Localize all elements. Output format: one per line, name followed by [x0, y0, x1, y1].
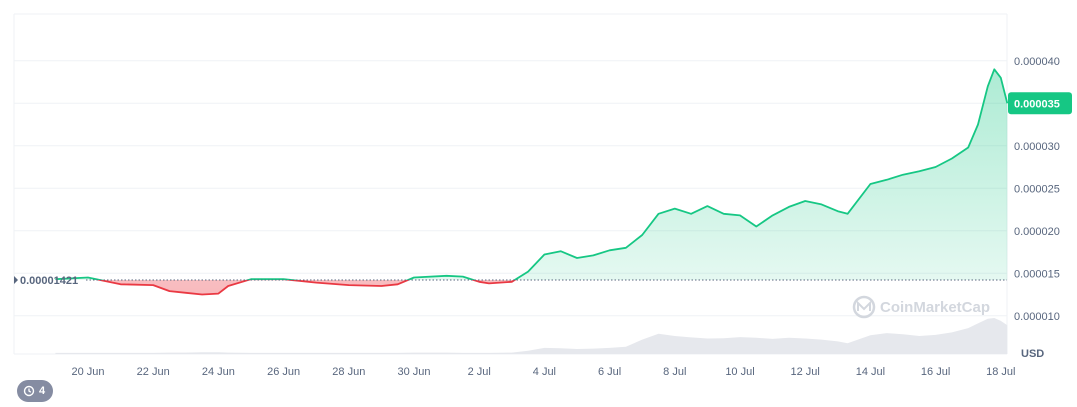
- x-tick-label: 18 Jul: [986, 366, 1015, 378]
- x-tick-label: 30 Jun: [397, 366, 430, 378]
- price-area-up: [55, 69, 1008, 280]
- volume-bars: [55, 318, 1008, 354]
- coinmarketcap-logo-icon: [852, 295, 876, 319]
- baseline-label: 0.00001421: [20, 275, 78, 287]
- x-tick-label: 28 Jun: [332, 366, 365, 378]
- history-count: 4: [39, 385, 46, 397]
- current-price-badge: [1008, 92, 1072, 115]
- coinmarketcap-logo-mark: [857, 300, 871, 311]
- current-price-tag: 0.000035: [1008, 92, 1072, 115]
- x-tick-label: 10 Jul: [725, 366, 754, 378]
- price-area: [55, 69, 1008, 295]
- baseline: 0.00001421: [14, 275, 1007, 287]
- history-icon: [23, 385, 35, 397]
- y-tick-label: 0.000025: [1014, 183, 1060, 195]
- y-tick-label: 0.000015: [1014, 268, 1060, 280]
- x-tick-label: 26 Jun: [267, 366, 300, 378]
- x-tick-label: 14 Jul: [856, 366, 885, 378]
- y-axis: 0.000040 0.000030 0.000025 0.000020 0.000015…: [1014, 56, 1060, 323]
- current-price-label: 0.000035: [1014, 98, 1060, 110]
- x-tick-label: 24 Jun: [202, 366, 235, 378]
- unit-label: USD: [1021, 348, 1044, 360]
- x-tick-label: 22 Jun: [137, 366, 170, 378]
- coinmarketcap-watermark: CoinMarketCap: [852, 295, 990, 319]
- watermark-text: CoinMarketCap: [880, 299, 990, 316]
- x-tick-label: 20 Jun: [71, 366, 104, 378]
- x-tick-label: 2 Jul: [468, 366, 491, 378]
- y-tick-label: 0.000030: [1014, 141, 1060, 153]
- y-tick-label: 0.000020: [1014, 226, 1060, 238]
- baseline-marker-icon: [14, 275, 18, 284]
- x-tick-label: 16 Jul: [921, 366, 950, 378]
- x-axis: 20 Jun 22 Jun 24 Jun 26 Jun 28 Jun 30 Jun 2 Ju…: [71, 366, 1015, 378]
- volume-area: [55, 318, 1008, 354]
- history-badge[interactable]: 4: [17, 380, 54, 402]
- price-area-down: [55, 279, 1008, 295]
- y-tick-label: 0.000010: [1014, 311, 1060, 323]
- y-tick-label: 0.000040: [1014, 56, 1060, 68]
- x-tick-label: 8 Jul: [663, 366, 686, 378]
- x-tick-label: 4 Jul: [533, 366, 556, 378]
- x-tick-label: 6 Jul: [598, 366, 621, 378]
- price-line-up: [55, 68, 1009, 280]
- x-tick-label: 12 Jul: [791, 366, 820, 378]
